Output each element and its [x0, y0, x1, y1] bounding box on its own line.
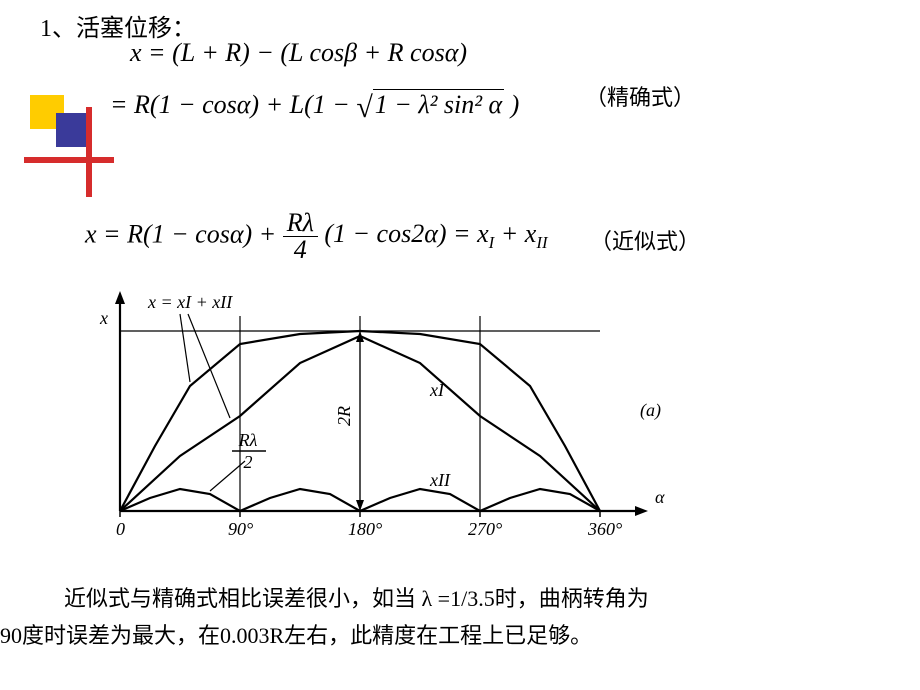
eq1-line2-pre: = R(1 − cosα) + L(1 −	[110, 90, 356, 119]
svg-text:2: 2	[244, 452, 253, 472]
chart-svg: x α x = xI + xII Rλ2 2R xI xII (a) 0 90° 180° 270° 3…	[60, 286, 690, 556]
svg-text:x: x	[99, 308, 108, 328]
note-approx: （近似式）	[590, 224, 700, 256]
svg-text:270°: 270°	[468, 519, 502, 539]
eq1-line2-post: )	[504, 90, 519, 119]
eq2-frac-d: 4	[283, 237, 318, 263]
conclusion-line2: 90度时误差为最大，在0.003R左右，此精度在工程上已足够。	[0, 617, 920, 654]
eq2-pre: x = R(1 − cosα) +	[85, 219, 283, 248]
svg-text:90°: 90°	[228, 519, 253, 539]
eq2-frac-n: Rλ	[283, 210, 318, 237]
equation-2: x = R(1 − cosα) + Rλ4 (1 − cos2α) = xI +…	[85, 210, 548, 263]
sqrt-arg: 1 − λ² sin² α	[373, 89, 504, 119]
sqrt-wrap: √1 − λ² sin² α	[356, 90, 504, 125]
equation-1-line2: = R(1 − cosα) + L(1 − √1 − λ² sin² α )	[110, 90, 519, 125]
svg-text:xI: xI	[429, 380, 445, 400]
svg-text:x = xI + xII: x = xI + xII	[147, 292, 233, 312]
svg-text:360°: 360°	[587, 519, 622, 539]
eq2-fraction: Rλ4	[283, 210, 318, 263]
svg-text:Rλ: Rλ	[238, 430, 258, 450]
svg-text:(a): (a)	[640, 400, 661, 421]
svg-text:2R: 2R	[334, 406, 354, 426]
svg-text:xII: xII	[429, 470, 451, 490]
note-exact: （精确式）	[585, 80, 695, 112]
eq2-post: (1 − cos2α) = xI + xII	[318, 219, 548, 248]
conclusion-paragraph: 近似式与精确式相比误差很小，如当 λ =1/3.5时，曲柄转角为 90度时误差为…	[0, 580, 920, 655]
conclusion-line1: 近似式与精确式相比误差很小，如当 λ =1/3.5时，曲柄转角为	[0, 580, 920, 617]
svg-text:180°: 180°	[348, 519, 382, 539]
svg-text:0: 0	[116, 519, 125, 539]
displacement-chart: x α x = xI + xII Rλ2 2R xI xII (a) 0 90° 180° 270° 3…	[60, 286, 690, 556]
equation-1-line1: x = (L + R) − (L cosβ + R cosα)	[130, 38, 467, 68]
svg-text:α: α	[655, 487, 665, 507]
